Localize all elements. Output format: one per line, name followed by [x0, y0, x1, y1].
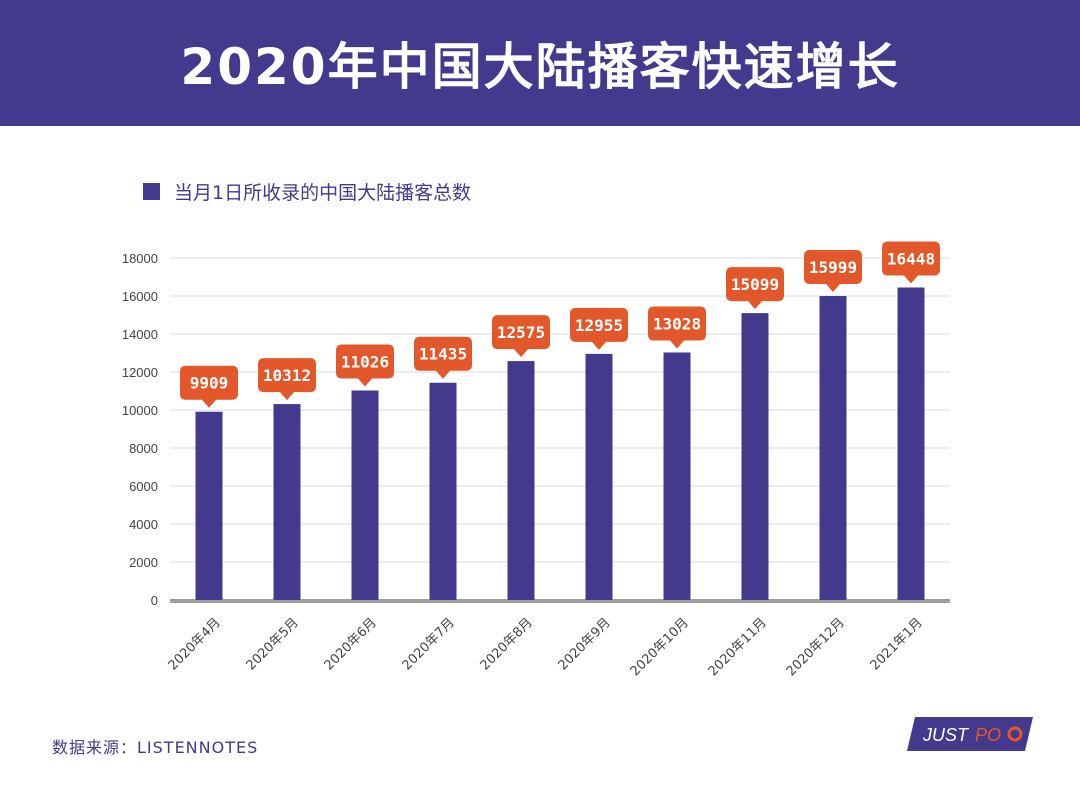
y-tick-label: 6000: [129, 479, 158, 494]
y-tick-label: 4000: [129, 517, 158, 532]
data-label: 16448: [887, 249, 935, 268]
chart-legend: 当月1日所收录的中国大陆播客总数: [143, 178, 471, 205]
legend-swatch: [143, 183, 160, 200]
legend-label: 当月1日所收录的中国大陆播客总数: [174, 182, 472, 204]
bar: [351, 390, 379, 600]
bar: [897, 287, 925, 600]
data-label: 12575: [497, 323, 545, 342]
y-tick-label: 8000: [129, 441, 158, 456]
data-label: 13028: [653, 314, 701, 333]
logo-text-main: JUST: [922, 725, 970, 745]
logo-ring-icon: [1007, 726, 1023, 742]
data-label-bubble: [648, 306, 706, 349]
data-label: 15999: [809, 258, 857, 277]
x-tick-label: 2021年1月: [868, 615, 926, 673]
data-label-bubble: [882, 241, 940, 284]
data-label: 9909: [190, 374, 229, 393]
x-tick-label: 2020年4月: [166, 615, 224, 673]
x-tick-label: 2020年12月: [784, 615, 848, 679]
y-tick-label: 18000: [122, 251, 158, 266]
data-label-bubble: [180, 365, 238, 408]
bar: [585, 353, 613, 600]
data-label-bubble: [492, 315, 550, 358]
data-label: 12955: [575, 316, 623, 335]
page-title: 2020年中国大陆播客快速增长: [180, 38, 900, 96]
y-tick-label: 14000: [122, 327, 158, 342]
x-tick-label: 2020年11月: [706, 615, 770, 679]
data-label: 11435: [419, 345, 467, 364]
bar: [663, 352, 691, 600]
y-tick-label: 16000: [122, 289, 158, 304]
bar: [429, 382, 457, 600]
header-banner: 2020年中国大陆播客快速增长: [0, 0, 1080, 126]
x-tick-label: 2020年9月: [556, 615, 614, 673]
data-label-bubble: [414, 336, 472, 379]
x-tick-label: 2020年10月: [628, 615, 692, 679]
data-label: 11026: [341, 353, 389, 372]
y-tick-label: 10000: [122, 403, 158, 418]
x-tick-label: 2020年6月: [322, 615, 380, 673]
data-label-bubble: [726, 267, 784, 310]
bar: [507, 361, 535, 600]
logo-text-accent: PO: [975, 725, 1001, 745]
bar: [195, 411, 223, 600]
data-label-bubble: [336, 344, 394, 387]
data-source-note: 数据来源：LISTENNOTES: [52, 738, 259, 757]
bar: [819, 296, 847, 600]
data-label: 10312: [263, 366, 311, 385]
bar: [741, 313, 769, 600]
y-tick-label: 0: [151, 593, 158, 608]
data-label-bubble: [258, 358, 316, 401]
logo-background: [907, 717, 1033, 751]
x-tick-label: 2020年7月: [400, 615, 458, 673]
y-tick-label: 12000: [122, 365, 158, 380]
x-tick-label: 2020年8月: [478, 615, 536, 673]
data-label: 15099: [731, 275, 779, 294]
data-label-bubble: [570, 307, 628, 350]
bar: [273, 404, 301, 600]
data-label-bubble: [804, 250, 862, 293]
justpod-logo: JUST PO: [907, 717, 1033, 751]
x-tick-label: 2020年5月: [244, 615, 302, 673]
y-tick-label: 2000: [129, 555, 158, 570]
